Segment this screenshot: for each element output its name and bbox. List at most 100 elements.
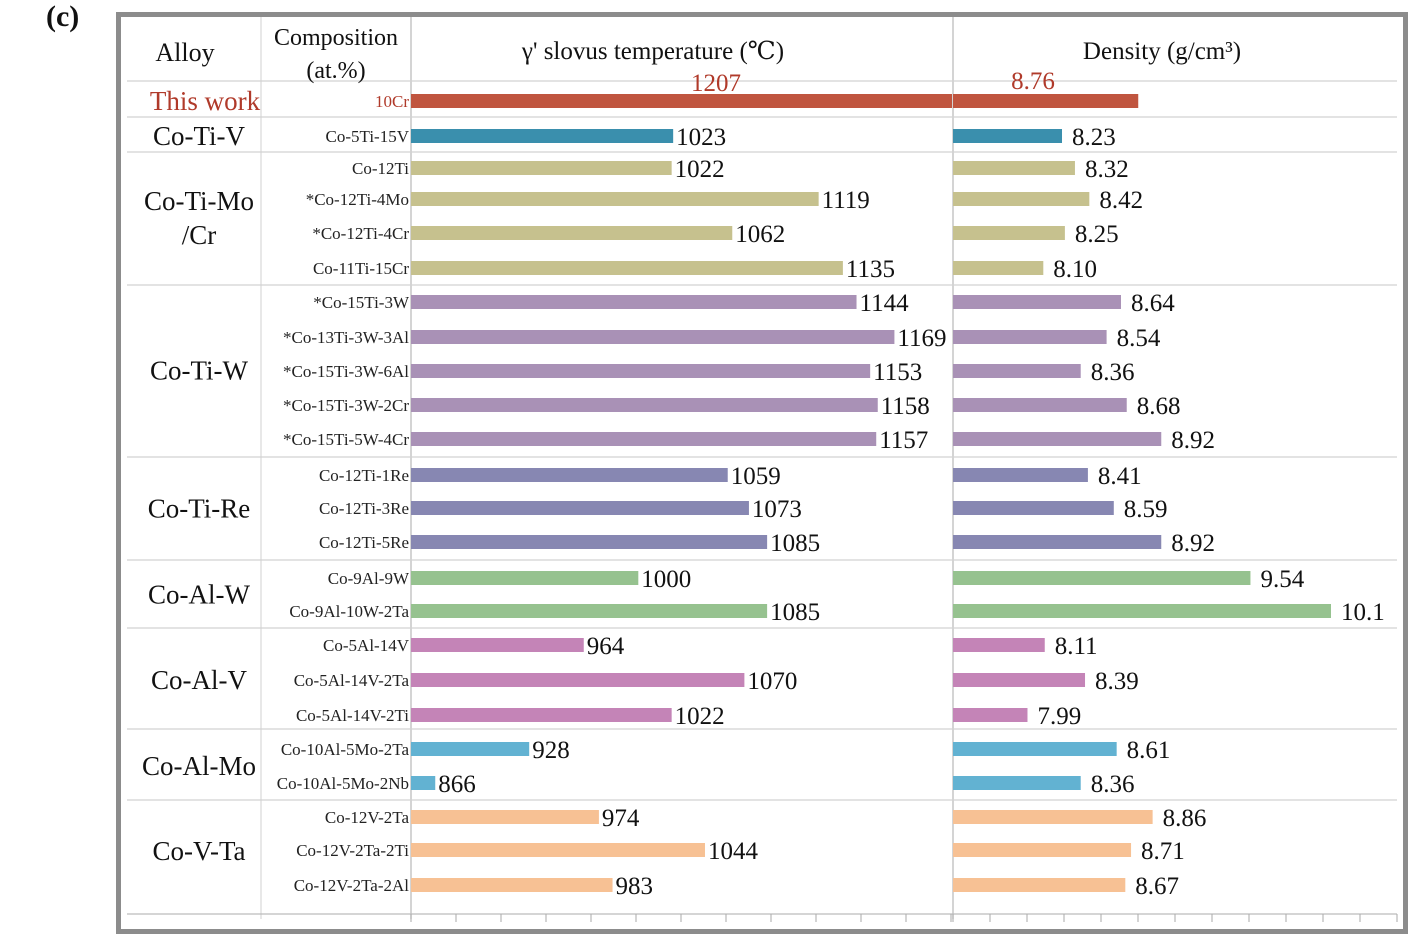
temperature-bar	[411, 398, 878, 412]
density-bar	[953, 468, 1088, 482]
chart-frame: Alloy Composition (at.%) γ' slovus temperat…	[116, 12, 1408, 934]
temperature-bar	[411, 295, 857, 309]
alloy-group-label: Co-Ti-Mo	[144, 186, 254, 216]
temperature-value-label: 1059	[731, 463, 781, 490]
temperature-bar	[411, 364, 871, 378]
composition-label: Co-11Ti-15Cr	[313, 259, 409, 278]
density-bar	[953, 226, 1065, 240]
temperature-value-label: 1022	[675, 703, 725, 730]
temperature-bar	[411, 571, 639, 585]
density-bar	[953, 604, 1331, 618]
density-value-label: 8.86	[1163, 805, 1207, 832]
composition-label: Co-10Al-5Mo-2Nb	[277, 774, 409, 793]
temperature-bar	[411, 810, 599, 824]
density-value-label: 10.1	[1341, 599, 1385, 626]
density-value-label: 8.39	[1095, 668, 1139, 695]
density-bar	[953, 261, 1044, 275]
alloy-group-label: Co-Al-Mo	[142, 751, 256, 781]
composition-label: *Co-12Ti-4Mo	[306, 190, 409, 209]
temperature-bar	[411, 192, 819, 206]
density-bar	[953, 192, 1090, 206]
temperature-value-label: 1085	[770, 530, 820, 557]
density-bar	[953, 535, 1162, 549]
temperature-bar	[411, 330, 895, 344]
temperature-bar	[411, 604, 768, 618]
composition-label: Co-5Al-14V-2Ta	[294, 671, 410, 690]
temperature-value-label: 1073	[752, 496, 802, 523]
composition-label: *Co-15Ti-3W-2Cr	[283, 396, 409, 415]
temperature-bar	[411, 843, 705, 857]
density-value-label: 9.54	[1260, 566, 1304, 593]
density-value-label: 8.92	[1171, 427, 1215, 454]
temperature-bar	[411, 638, 584, 652]
composition-label: Co-12V-2Ta-2Al	[294, 876, 410, 895]
header-slvus-temperature: γ' slovus temperature (℃)	[521, 38, 784, 65]
temperature-bar	[411, 161, 672, 175]
composition-label: Co-10Al-5Mo-2Ta	[281, 740, 410, 759]
temperature-value-label: 1119	[822, 187, 870, 214]
composition-label: Co-12Ti-5Re	[319, 533, 409, 552]
temperature-value-label: 1085	[770, 599, 820, 626]
temperature-bar	[411, 432, 877, 446]
density-bar	[953, 129, 1063, 143]
density-bar	[953, 571, 1251, 585]
density-value-label: 8.61	[1127, 737, 1171, 764]
temperature-value-label: 866	[438, 771, 476, 798]
temperature-value-label: 1144	[860, 290, 910, 317]
alloy-group-label: This work	[150, 86, 261, 116]
density-value-label: 8.67	[1135, 873, 1179, 900]
header-composition-unit: (at.%)	[306, 58, 365, 84]
density-value-label: 8.25	[1075, 221, 1119, 248]
density-value-label: 8.54	[1117, 325, 1161, 352]
temperature-value-label: 928	[532, 737, 570, 764]
density-value-label: 8.92	[1171, 530, 1215, 557]
temperature-value-label: 1135	[846, 256, 895, 283]
density-bar	[953, 810, 1153, 824]
density-bar	[953, 843, 1132, 857]
composition-label: Co-5Ti-15V	[326, 127, 410, 146]
temperature-value-label: 1207	[691, 70, 741, 97]
composition-label: Co-12V-2Ta	[325, 808, 410, 827]
composition-label: Co-5Al-14V	[323, 636, 410, 655]
temperature-value-label: 1158	[881, 393, 930, 420]
temperature-bar	[411, 742, 530, 756]
density-value-label: 8.10	[1053, 256, 1097, 283]
density-value-label: 8.68	[1137, 393, 1181, 420]
temperature-value-label: 974	[602, 805, 640, 832]
composition-label: Co-5Al-14V-2Ti	[296, 706, 409, 725]
temperature-bar	[411, 129, 674, 143]
density-bar	[953, 673, 1086, 687]
header-density: Density (g/cm³)	[1083, 38, 1241, 65]
density-value-label: 8.42	[1099, 187, 1143, 214]
density-bar	[953, 742, 1117, 756]
alloy-group-label: /Cr	[182, 220, 217, 250]
alloy-group-label: Co-Al-W	[148, 580, 250, 610]
composition-label: *Co-15Ti-3W	[313, 293, 410, 312]
density-bar	[953, 878, 1126, 892]
composition-label: Co-12Ti-1Re	[319, 466, 409, 485]
composition-label: Co-9Al-9W	[328, 569, 410, 588]
temperature-bar	[411, 878, 613, 892]
alloy-group-label: Co-V-Ta	[152, 836, 245, 866]
panel-label: (c)	[46, 0, 80, 33]
density-value-label: 8.32	[1085, 156, 1129, 183]
temperature-bar	[411, 501, 749, 515]
temperature-bar	[411, 468, 728, 482]
density-bar	[953, 776, 1081, 790]
density-value-label: 8.11	[1055, 633, 1098, 660]
density-value-label: 8.36	[1091, 771, 1135, 798]
density-bar	[953, 638, 1045, 652]
density-bar	[953, 161, 1075, 175]
temperature-bar	[411, 535, 768, 549]
composition-label: *Co-15Ti-3W-6Al	[283, 362, 409, 381]
composition-label: *Co-13Ti-3W-3Al	[283, 328, 409, 347]
alloy-comparison-chart: Alloy Composition (at.%) γ' slovus temperat…	[127, 17, 1398, 922]
temperature-bar	[411, 261, 843, 275]
density-value-label: 8.59	[1124, 496, 1168, 523]
composition-label: Co-9Al-10W-2Ta	[289, 602, 409, 621]
composition-label: *Co-15Ti-5W-4Cr	[283, 430, 409, 449]
temperature-value-label: 1169	[897, 325, 946, 352]
density-bar	[953, 364, 1081, 378]
temperature-bar	[411, 94, 952, 108]
alloy-group-label: Co-Ti-V	[153, 121, 246, 151]
